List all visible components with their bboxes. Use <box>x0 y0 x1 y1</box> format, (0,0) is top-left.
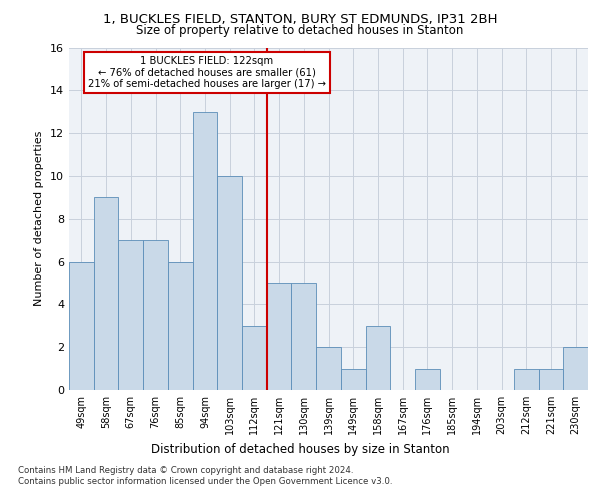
Bar <box>514 368 539 390</box>
Bar <box>242 326 267 390</box>
Bar <box>267 283 292 390</box>
Bar <box>415 368 440 390</box>
Text: Contains HM Land Registry data © Crown copyright and database right 2024.: Contains HM Land Registry data © Crown c… <box>18 466 353 475</box>
Bar <box>539 368 563 390</box>
Text: Size of property relative to detached houses in Stanton: Size of property relative to detached ho… <box>136 24 464 37</box>
Text: 1, BUCKLES FIELD, STANTON, BURY ST EDMUNDS, IP31 2BH: 1, BUCKLES FIELD, STANTON, BURY ST EDMUN… <box>103 12 497 26</box>
Bar <box>563 347 588 390</box>
Bar <box>118 240 143 390</box>
Text: 1 BUCKLES FIELD: 122sqm
← 76% of detached houses are smaller (61)
21% of semi-de: 1 BUCKLES FIELD: 122sqm ← 76% of detache… <box>88 56 326 90</box>
Bar <box>316 347 341 390</box>
Text: Distribution of detached houses by size in Stanton: Distribution of detached houses by size … <box>151 442 449 456</box>
Bar <box>69 262 94 390</box>
Bar <box>193 112 217 390</box>
Text: Contains public sector information licensed under the Open Government Licence v3: Contains public sector information licen… <box>18 477 392 486</box>
Bar <box>168 262 193 390</box>
Bar <box>365 326 390 390</box>
Bar <box>217 176 242 390</box>
Bar <box>341 368 365 390</box>
Y-axis label: Number of detached properties: Number of detached properties <box>34 131 44 306</box>
Bar <box>94 198 118 390</box>
Bar <box>292 283 316 390</box>
Bar <box>143 240 168 390</box>
